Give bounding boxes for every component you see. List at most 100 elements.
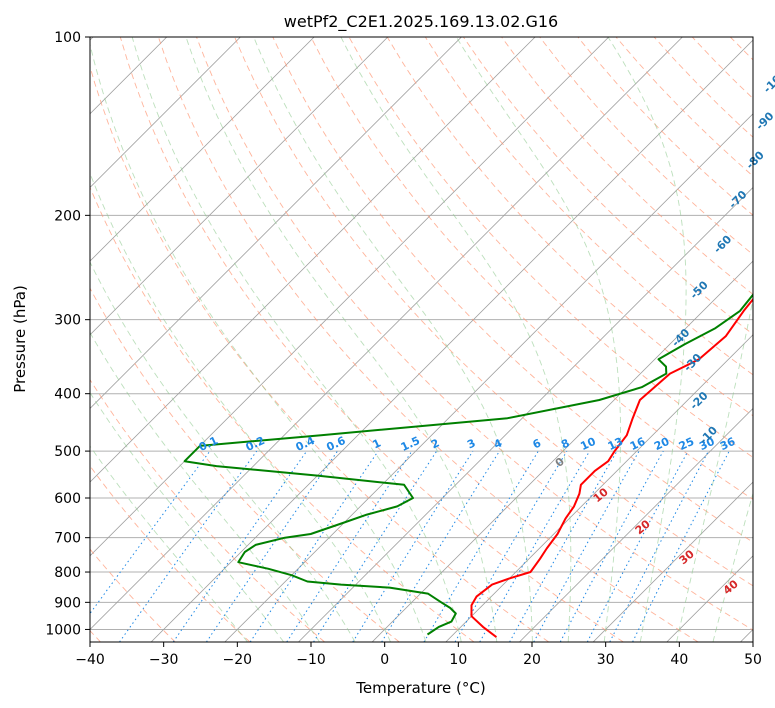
mixing-ratio-line [423,450,539,642]
dry-adiabat-label: -70 [726,188,749,211]
dry-adiabat-label: -90 [753,109,775,132]
x-tick-label: −10 [296,652,326,668]
moist-adiabat-label: 10 [591,485,611,505]
x-axis-title: Temperature (°C) [355,679,485,697]
isotherm-gridline [90,37,610,557]
x-tick-label: 40 [670,652,688,668]
isotherm-gridline [592,481,753,642]
dry-adiabat-line [463,37,753,335]
isotherm-gridline [150,39,753,642]
x-tick-label: 20 [523,652,541,668]
moist-adiabat-label: 40 [721,577,741,597]
mixing-ratio-label: 6 [531,436,544,451]
y-tick-label: 600 [54,491,81,507]
mixing-ratio-line [586,450,689,642]
profiles [183,293,753,638]
temperature-profile-line [470,297,753,638]
dry-adiabat-line [501,37,753,295]
dry-adiabat-line [234,37,753,587]
mixing-ratio-label: 20 [652,435,672,453]
x-tick-label: 50 [744,652,762,668]
isotherm-gridline [90,37,241,189]
dry-adiabat-line [348,37,753,458]
moist-adiabat-line [90,331,320,642]
mixing-ratio-label: 13 [606,435,625,453]
moist-adiabat-line [90,172,392,642]
y-tick-label: 1000 [45,622,81,638]
mixing-ratio-label: 10 [578,435,598,453]
moist-adiabat-line [185,37,498,642]
moist-adiabat-line [712,491,753,642]
y-tick-label: 300 [54,313,81,329]
y-tick-label: 400 [54,387,81,403]
chart-title: wetPf2_C2E1.2025.169.13.02.G16 [284,12,558,32]
y-tick-label: 900 [54,595,81,611]
mixing-ratio-label: 16 [628,435,648,453]
dewpoint-profile-line [183,293,753,636]
dry-adiabat-line [90,378,325,642]
mixing-ratio-line [119,450,258,642]
isotherm-gridline [90,37,536,483]
x-tick-label: −40 [75,652,105,668]
y-axis-title: Pressure (hPa) [11,285,29,393]
plot-frame [89,36,754,643]
x-tick-label: −20 [223,652,253,668]
moist-adiabat-line [131,37,462,642]
mixing-ratio-lines [90,450,730,642]
dry-adiabat-label: -100 [761,67,775,96]
mixing-ratio-line [352,450,474,642]
dry-adiabat-line [310,37,753,500]
dry-adiabat-line [539,37,753,256]
isotherm-gridline [445,334,753,642]
mixing-ratio-line [172,450,308,642]
dry-adiabat-line [90,186,475,642]
mixing-ratio-label: 36 [718,435,738,453]
mixing-ratio-line [609,450,709,642]
isotherm-gridline [90,37,462,410]
mixing-ratio-line [509,450,618,642]
isotherm-gridline [90,37,389,336]
dry-adiabat-line [157,37,699,642]
mixing-ratio-line [313,450,438,642]
dry-adiabat-line [272,37,753,543]
y-tick-label: 800 [54,565,81,581]
grid [90,37,753,642]
mixing-ratio-label: 4 [492,436,505,451]
y-tick-label: 200 [54,208,81,224]
x-tick-label: 10 [449,652,467,668]
adiabats [90,37,775,642]
dry-adiabat-line [90,465,251,642]
mixing-ratio-line [381,450,500,642]
isotherm-gridline [90,37,683,631]
moist-adiabat-line [676,296,753,642]
mixing-ratio-label: 30 [697,435,717,453]
dry-adiabat-line [119,37,624,642]
mixing-ratio-line [249,450,379,642]
moist-adiabat-line [90,42,427,642]
moist-adiabat-line [90,261,356,642]
moist-adiabat-line [90,391,285,642]
y-tick-label: 700 [54,531,81,547]
moist-adiabat-line [90,445,248,642]
moist-adiabat-line [253,37,533,642]
dry-adiabat-label: -40 [669,326,692,349]
mixing-ratio-line [205,450,338,642]
dry-adiabat-line [769,37,775,642]
isotherm-gridline [519,407,753,642]
mixing-ratio-line [286,450,413,642]
x-tick-label: 30 [597,652,615,668]
axes: −40 −30 −20 −10 0 10 20 30 40 50 100 200 300 400 500 60… [45,30,762,668]
dry-adiabat-label: -80 [744,148,767,171]
isotherm-gridline [90,37,315,262]
moist-adiabat-line [340,37,572,642]
mixing-ratio-line [559,450,664,642]
x-tick-label: 0 [380,652,389,668]
isotherm-gridline [298,186,753,642]
y-tick-label: 100 [54,30,81,46]
isotherm-gridline [224,113,753,642]
line-labels: 0.1 0.2 0.4 0.6 1 1.5 2 3 4 6 8 10 13 16 20 25 30 36-100-… [197,67,775,597]
mixing-ratio-label: 3 [465,436,477,451]
x-tick-label: −30 [149,652,179,668]
dry-adiabat-line [386,37,753,417]
isotherm-gridline [371,260,753,642]
